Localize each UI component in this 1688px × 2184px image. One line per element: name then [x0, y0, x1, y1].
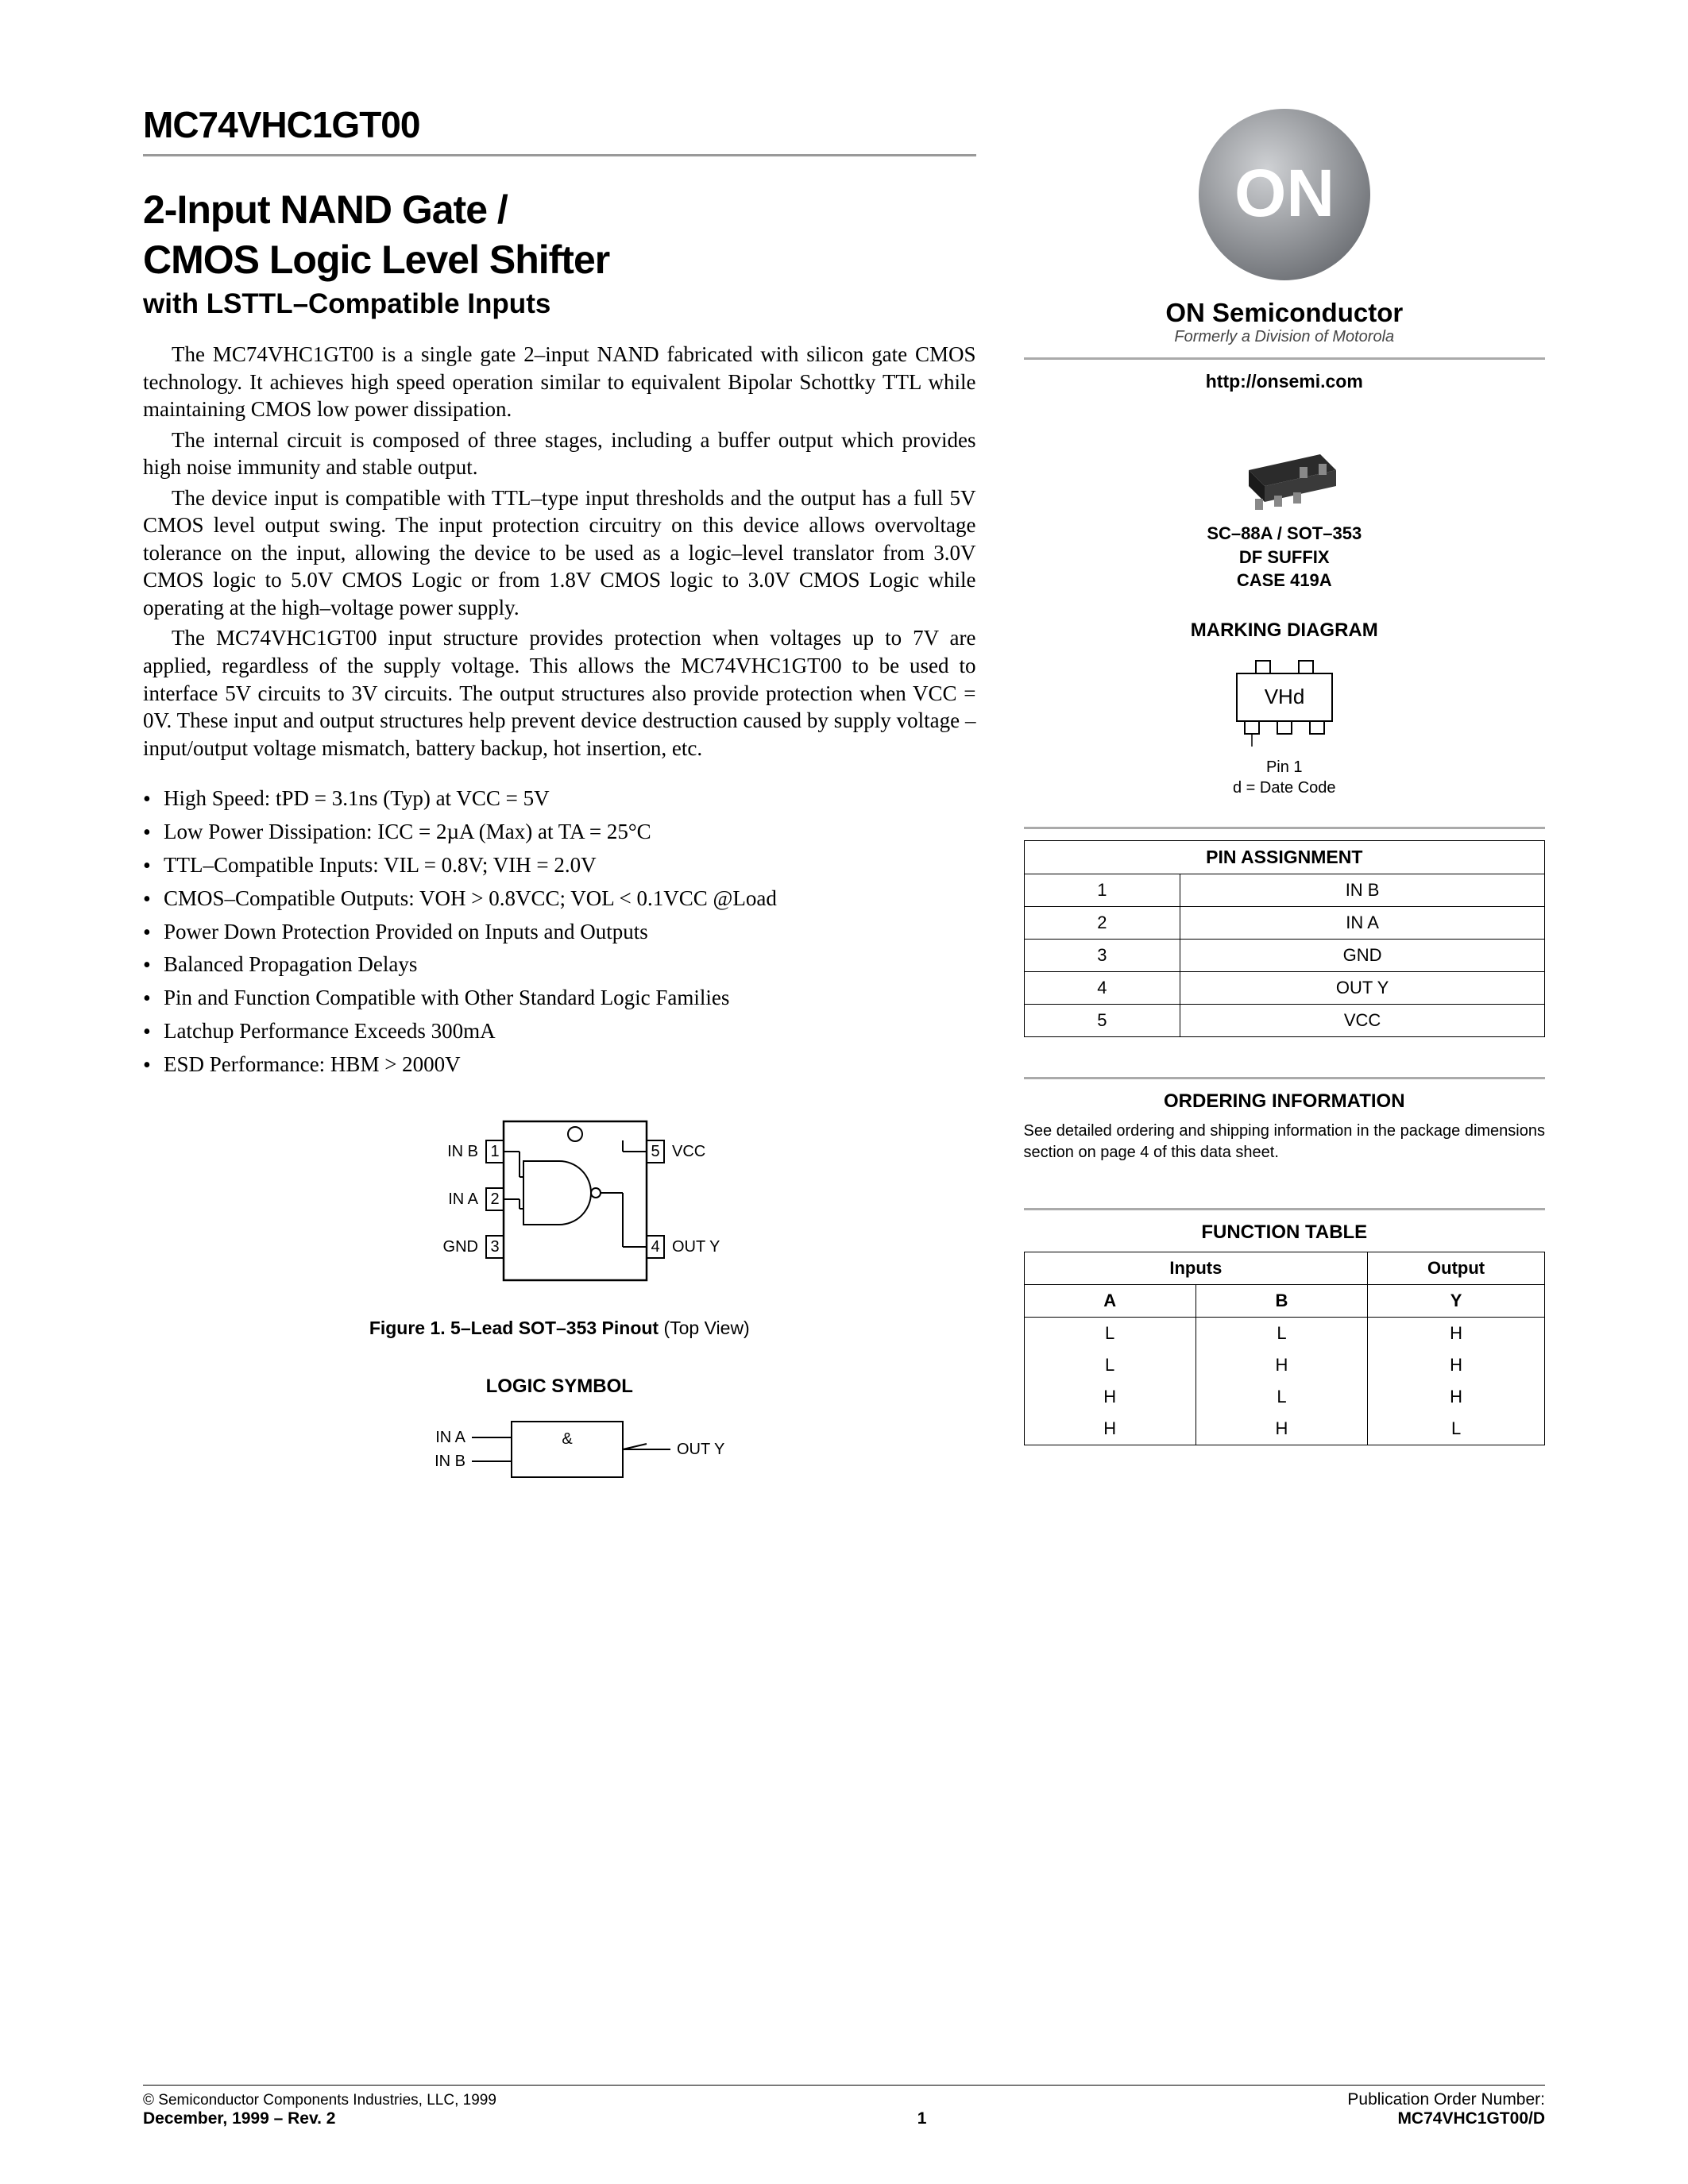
brand-rule: [1024, 357, 1545, 360]
feature-item: Low Power Dissipation: ICC = 2µA (Max) a…: [143, 816, 976, 849]
feature-item: Power Down Protection Provided on Inputs…: [143, 916, 976, 949]
function-table-title: FUNCTION TABLE: [1024, 1221, 1545, 1244]
page-footer: © Semiconductor Components Industries, L…: [143, 2085, 1545, 2128]
function-table: Inputs Output A B Y LLH LHH HLH HHL: [1024, 1252, 1545, 1445]
rule-2: [1024, 1077, 1545, 1079]
svg-text:IN A: IN A: [448, 1190, 478, 1208]
svg-text:5: 5: [651, 1143, 660, 1160]
paragraph-1: The MC74VHC1GT00 is a single gate 2–inpu…: [143, 341, 976, 423]
table-row: 1IN B: [1024, 874, 1544, 907]
page-number: 1: [917, 2109, 927, 2128]
table-row: LLH: [1024, 1318, 1544, 1350]
copyright: © Semiconductor Components Industries, L…: [143, 2092, 496, 2109]
feature-item: Balanced Propagation Delays: [143, 948, 976, 982]
pin1-label: Pin 1: [1024, 757, 1545, 778]
feature-list: High Speed: tPD = 3.1ns (Typ) at VCC = 5…: [143, 782, 976, 1082]
ordering-title: ORDERING INFORMATION: [1024, 1090, 1545, 1113]
rule-1: [1024, 827, 1545, 829]
pinout-diagram-icon: 1 IN B 2 IN A 3 GND 5 VCC 4 OUT Y: [353, 1106, 766, 1304]
svg-text:VCC: VCC: [672, 1143, 705, 1160]
brand-url: http://onsemi.com: [1024, 371, 1545, 392]
paragraph-3: The device input is compatible with TTL–…: [143, 484, 976, 622]
svg-text:OUT Y: OUT Y: [672, 1238, 720, 1256]
paragraph-4: The MC74VHC1GT00 input structure provide…: [143, 624, 976, 762]
title-line-2: CMOS Logic Level Shifter: [143, 238, 976, 282]
brand-subtitle: Formerly a Division of Motorola: [1024, 328, 1545, 346]
package-icon: [1217, 430, 1352, 518]
pinout-figure: 1 IN B 2 IN A 3 GND 5 VCC 4 OUT Y: [143, 1106, 976, 1339]
table-row: 2IN A: [1024, 907, 1544, 940]
brand-name: ON Semiconductor: [1024, 298, 1545, 328]
date-rev: December, 1999 – Rev. 2: [143, 2109, 496, 2128]
table-row: HHL: [1024, 1413, 1544, 1445]
logic-symbol-title: LOGIC SYMBOL: [143, 1376, 976, 1398]
svg-text:IN A: IN A: [435, 1429, 465, 1446]
title-line-1: 2-Input NAND Gate /: [143, 188, 976, 232]
subtitle: with LSTTL–Compatible Inputs: [143, 288, 976, 320]
brand-block: ON ON Semiconductor Formerly a Division …: [1024, 103, 1545, 392]
package-line-1: SC–88A / SOT–353: [1024, 522, 1545, 546]
feature-item: TTL–Compatible Inputs: VIL = 0.8V; VIH =…: [143, 849, 976, 882]
svg-text:IN B: IN B: [435, 1453, 465, 1470]
logic-symbol-icon: & IN A IN B OUT Y: [384, 1406, 734, 1493]
feature-item: Pin and Function Compatible with Other S…: [143, 982, 976, 1015]
package-line-2: DF SUFFIX: [1024, 546, 1545, 569]
pub-label: Publication Order Number:: [1347, 2090, 1545, 2109]
svg-text:ON: ON: [1234, 156, 1335, 230]
date-code-label: d = Date Code: [1024, 778, 1545, 798]
feature-item: High Speed: tPD = 3.1ns (Typ) at VCC = 5…: [143, 782, 976, 816]
table-row: 4OUT Y: [1024, 972, 1544, 1005]
col-output: Output: [1368, 1252, 1545, 1285]
svg-text:&: &: [562, 1430, 574, 1448]
svg-text:2: 2: [491, 1190, 500, 1208]
marking-title: MARKING DIAGRAM: [1024, 619, 1545, 642]
svg-text:3: 3: [491, 1238, 500, 1256]
marking-chip-icon: VHd: [1197, 650, 1372, 753]
marking-diagram: MARKING DIAGRAM VHd Pin 1 d = Date Code: [1024, 619, 1545, 798]
on-logo-icon: ON: [1193, 103, 1376, 286]
svg-text:4: 4: [651, 1238, 660, 1256]
table-row: 5VCC: [1024, 1005, 1544, 1037]
package-line-3: CASE 419A: [1024, 569, 1545, 592]
rule-3: [1024, 1208, 1545, 1210]
svg-text:OUT Y: OUT Y: [677, 1441, 724, 1458]
col-inputs: Inputs: [1024, 1252, 1368, 1285]
part-number: MC74VHC1GT00: [143, 103, 976, 146]
paragraph-2: The internal circuit is composed of thre…: [143, 426, 976, 481]
feature-item: Latchup Performance Exceeds 300mA: [143, 1015, 976, 1048]
figure-1-caption: Figure 1. 5–Lead SOT–353 Pinout (Top Vie…: [143, 1318, 976, 1339]
pin-assignment-title: PIN ASSIGNMENT: [1024, 841, 1544, 874]
table-row: LHH: [1024, 1349, 1544, 1381]
pin-assignment-table: PIN ASSIGNMENT 1IN B 2IN A 3GND 4OUT Y 5…: [1024, 840, 1545, 1037]
feature-item: ESD Performance: HBM > 2000V: [143, 1048, 976, 1082]
svg-text:IN B: IN B: [447, 1143, 478, 1160]
table-row: HLH: [1024, 1381, 1544, 1413]
feature-item: CMOS–Compatible Outputs: VOH > 0.8VCC; V…: [143, 882, 976, 916]
ordering-note: See detailed ordering and shipping infor…: [1024, 1121, 1545, 1163]
package-block: SC–88A / SOT–353 DF SUFFIX CASE 419A: [1024, 430, 1545, 592]
svg-text:VHd: VHd: [1264, 685, 1304, 708]
svg-text:GND: GND: [443, 1238, 478, 1256]
logic-symbol-figure: LOGIC SYMBOL & IN A IN B OUT Y: [143, 1376, 976, 1497]
table-row: 3GND: [1024, 940, 1544, 972]
pub-number: MC74VHC1GT00/D: [1347, 2109, 1545, 2128]
title-rule: [143, 154, 976, 156]
svg-text:1: 1: [491, 1143, 500, 1160]
